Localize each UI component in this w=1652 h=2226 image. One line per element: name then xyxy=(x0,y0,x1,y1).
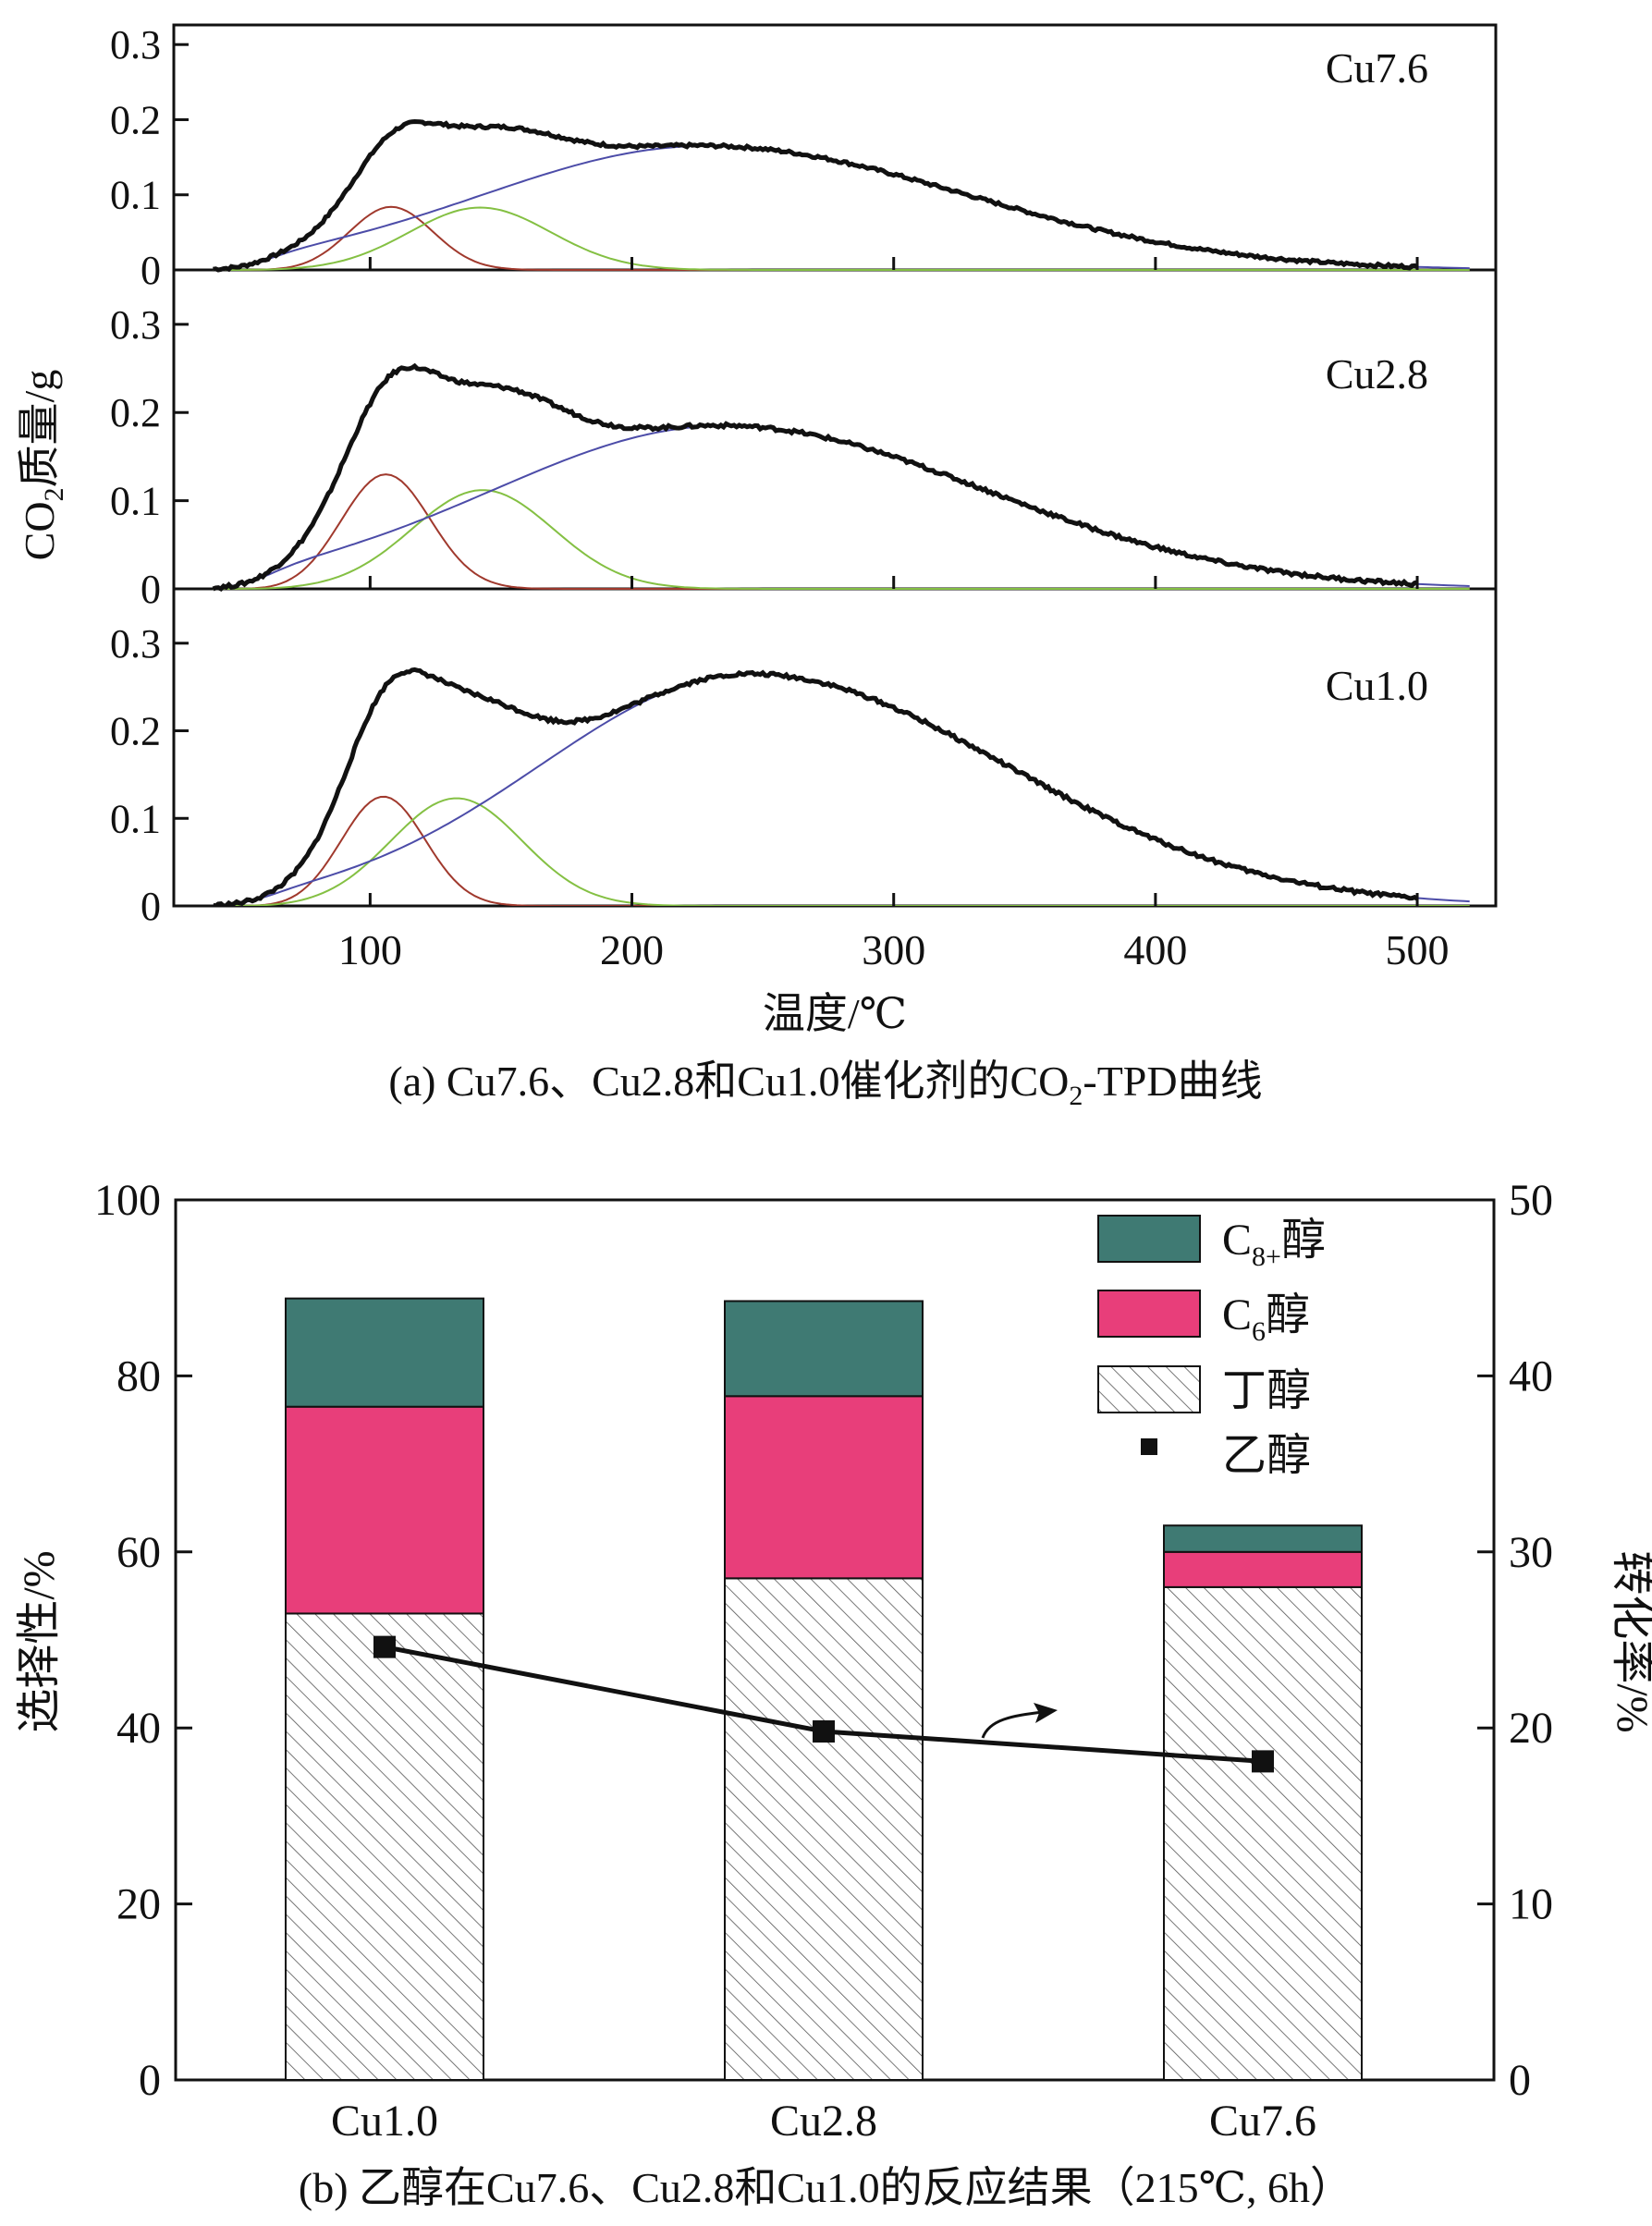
ethanol-conversion-point xyxy=(373,1635,396,1658)
tpd-y-axis-label: CO2质量/g xyxy=(16,370,69,561)
tpd-panel-label: Cu7.6 xyxy=(1326,44,1428,92)
tpd-y-tick-label: 0.1 xyxy=(110,479,161,524)
tpd-x-tick-label: 200 xyxy=(600,926,664,973)
bar-left-tick-label: 20 xyxy=(116,1880,161,1929)
legend-swatch-c8 xyxy=(1097,1215,1201,1263)
bar-segment xyxy=(724,1577,924,2081)
tpd-outer-frame xyxy=(172,23,1498,908)
tpd-caption: (a) Cu7.6、Cu2.8和Cu1.0催化剂的CO2-TPD曲线 xyxy=(388,1058,1262,1111)
bar-right-tick-label: 10 xyxy=(1509,1880,1553,1929)
tpd-panel-label: Cu1.0 xyxy=(1326,662,1428,709)
tpd-y-tick-label: 0.1 xyxy=(110,173,161,218)
tpd-y-tick-label: 0.2 xyxy=(110,97,161,142)
bar-segment xyxy=(1163,1585,1363,2081)
bar-segment xyxy=(285,1297,484,1408)
bar-segment xyxy=(285,1405,484,1615)
bar-category-label: Cu2.8 xyxy=(770,2097,877,2146)
bar-legend: C8+醇 C6醇 丁醇 乙醇 xyxy=(1097,1215,1326,1480)
tpd-x-tick-label: 400 xyxy=(1123,926,1187,973)
bar-left-tick-label: 100 xyxy=(94,1176,161,1225)
bar-segment xyxy=(1163,1524,1363,1553)
tpd-component-peak2 xyxy=(213,797,1470,906)
bar-left-tick-label: 0 xyxy=(139,2056,161,2105)
bar-left-tick-label: 80 xyxy=(116,1352,161,1400)
bar-left-axis-label: 选择性/% xyxy=(15,1550,64,1732)
bar-right-tick-label: 20 xyxy=(1509,1704,1553,1753)
bar-right-axis-label: 转化率/% xyxy=(1608,1550,1652,1732)
tpd-total-curve xyxy=(212,362,1418,593)
legend-swatch-butanol xyxy=(1097,1365,1201,1413)
bar-segment xyxy=(285,1612,484,2081)
bar-right-tick-label: 0 xyxy=(1509,2056,1531,2105)
tpd-component-peak2 xyxy=(213,489,1470,590)
bar-right-tick-label: 40 xyxy=(1509,1352,1553,1400)
tpd-y-tick-label: 0.3 xyxy=(110,621,161,667)
bar-category-label: Cu1.0 xyxy=(331,2097,438,2146)
tpd-component-peak3 xyxy=(213,673,1470,906)
tpd-y-tick-label: 0.3 xyxy=(110,22,161,67)
tpd-y-tick-label: 0.2 xyxy=(110,709,161,754)
tpd-y-tick-label: 0.3 xyxy=(110,302,161,348)
reaction-chart: Cu1.0 Cu2.8 Cu7.6 0 20 40 60 80 100 0 10 20 30 40 50 C… xyxy=(15,1176,1652,2211)
tpd-chart: Cu7.6 0 0.1 0.2 0.3 Cu2.8 0 0.1 0.2 0.3 Cu1.0 0 0.1 0… xyxy=(16,22,1498,1111)
tpd-x-tick-label: 100 xyxy=(338,926,402,973)
tpd-y-tick-label: 0 xyxy=(141,884,161,929)
bar-category-label: Cu7.6 xyxy=(1209,2097,1316,2146)
bar-segment xyxy=(1163,1550,1363,1588)
tpd-component-peak2 xyxy=(213,206,1470,271)
tpd-component-peak1 xyxy=(213,795,1470,906)
right-axis-arrow-head xyxy=(1034,1703,1058,1723)
bar-right-tick-label: 30 xyxy=(1509,1528,1553,1577)
legend-swatch-c6 xyxy=(1097,1290,1201,1338)
tpd-y-tick-label: 0.2 xyxy=(110,390,161,435)
reaction-caption: (b) 乙醇在Cu7.6、Cu2.8和Cu1.0的反应结果（215℃, 6h） xyxy=(299,2164,1352,2211)
tpd-total-curve xyxy=(213,118,1418,273)
bar-left-tick-label: 60 xyxy=(116,1528,161,1577)
bar-right-tick-label: 50 xyxy=(1509,1176,1553,1225)
legend-label-ethanol: 乙醇 xyxy=(1222,1431,1311,1480)
tpd-y-tick-label: 0 xyxy=(141,248,161,293)
bar-left-tick-label: 40 xyxy=(116,1704,161,1753)
ethanol-conversion-point xyxy=(1252,1750,1274,1773)
tpd-panel-label: Cu2.8 xyxy=(1326,350,1428,398)
legend-label-c8: C8+醇 xyxy=(1222,1216,1326,1272)
bar-segment xyxy=(724,1395,924,1580)
tpd-y-tick-label: 0 xyxy=(141,567,161,612)
legend-label-c6: C6醇 xyxy=(1222,1290,1310,1347)
bar-segment xyxy=(724,1300,924,1398)
tpd-x-tick-label: 300 xyxy=(862,926,925,973)
tpd-x-tick-label: 500 xyxy=(1386,926,1450,973)
tpd-x-axis-label: 温度/℃ xyxy=(763,990,907,1037)
tpd-total-curve xyxy=(213,667,1419,906)
legend-marker-ethanol xyxy=(1141,1438,1157,1455)
legend-label-butanol: 丁醇 xyxy=(1222,1366,1311,1415)
ethanol-conversion-point xyxy=(813,1720,835,1743)
tpd-component-peak3 xyxy=(213,424,1470,589)
tpd-y-tick-label: 0.1 xyxy=(110,796,161,841)
right-axis-arrow xyxy=(981,1710,1044,1739)
